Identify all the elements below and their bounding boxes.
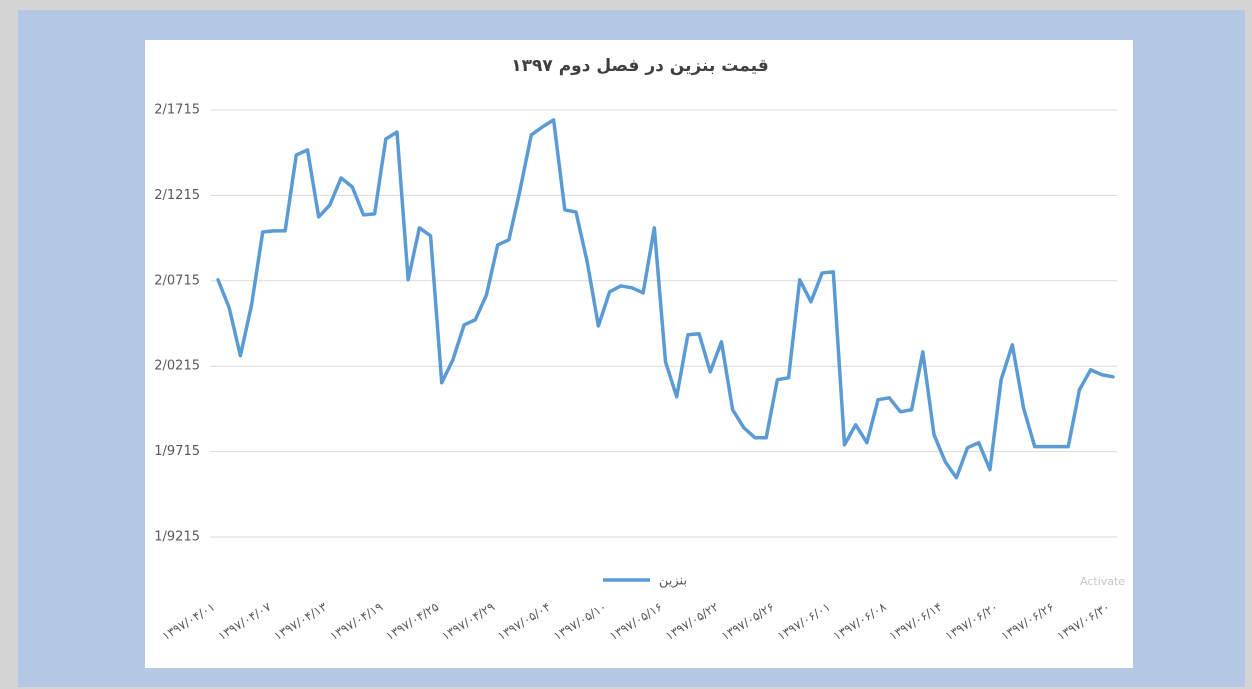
y-tick-label: 1/9715 bbox=[154, 444, 200, 459]
line-series bbox=[216, 118, 1115, 480]
legend-label: بنزین bbox=[659, 574, 687, 589]
chart-title: قیمت بنزین در فصل دوم ۱۳۹۷ bbox=[511, 56, 768, 76]
chart-area bbox=[145, 40, 1133, 668]
y-tick-label: 1/9215 bbox=[154, 530, 200, 545]
y-tick-label: 2/0215 bbox=[154, 359, 200, 374]
y-tick-label: 2/1215 bbox=[154, 188, 200, 203]
watermark: Activate bbox=[1080, 575, 1125, 588]
y-tick-label: 2/1715 bbox=[154, 103, 200, 118]
y-tick-label: 2/0715 bbox=[154, 273, 200, 288]
